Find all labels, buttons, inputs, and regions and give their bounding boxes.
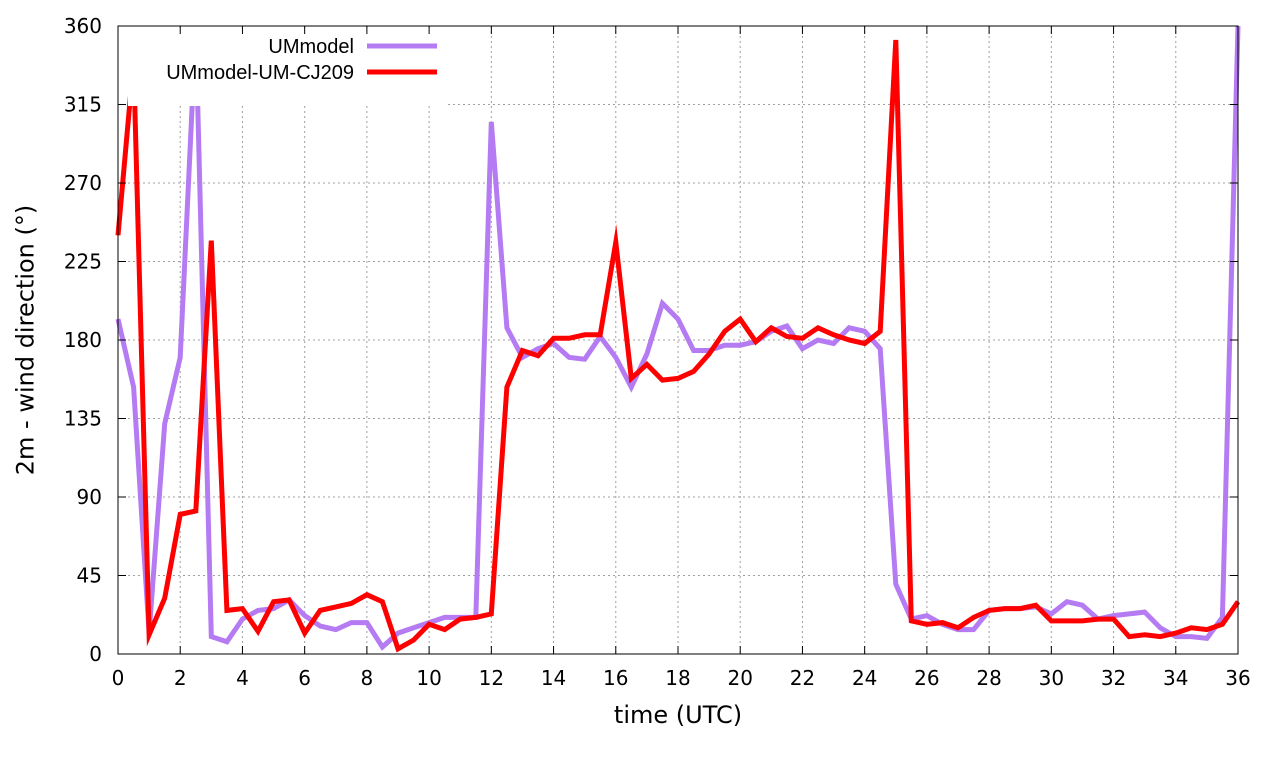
y-tick-label: 225 bbox=[64, 250, 102, 274]
x-tick-label: 34 bbox=[1163, 666, 1188, 690]
x-axis-title: time (UTC) bbox=[614, 701, 742, 729]
legend-label-2: UMmodel-UM-CJ209 bbox=[166, 62, 354, 84]
y-tick-label: 90 bbox=[77, 485, 102, 509]
tick-labels: 0 2 4 6 8 10 12 14 16 18 20 22 24 26 28 30 32 34 360459013… bbox=[64, 14, 1251, 690]
y-tick-label: 135 bbox=[64, 407, 102, 431]
legend: UMmodel UMmodel-UM-CJ209 bbox=[166, 36, 437, 84]
x-tick-label: 30 bbox=[1039, 666, 1064, 690]
grid-lines bbox=[118, 26, 1238, 654]
x-tick-label: 14 bbox=[541, 666, 566, 690]
y-tick-label: 0 bbox=[89, 642, 102, 666]
y-tick-label: 315 bbox=[64, 93, 102, 117]
y-axis-title: 2m - wind direction (°) bbox=[11, 205, 39, 475]
x-tick-label: 18 bbox=[665, 666, 690, 690]
y-tick-label: 360 bbox=[64, 14, 102, 38]
x-tick-label: 12 bbox=[479, 666, 504, 690]
x-tick-label: 24 bbox=[852, 666, 877, 690]
x-tick-label: 6 bbox=[298, 666, 311, 690]
x-tick-label: 20 bbox=[727, 666, 752, 690]
y-tick-label: 45 bbox=[77, 564, 102, 588]
x-tick-label: 16 bbox=[603, 666, 628, 690]
x-tick-label: 10 bbox=[416, 666, 441, 690]
x-tick-label: 36 bbox=[1225, 666, 1250, 690]
y-tick-label: 180 bbox=[64, 328, 102, 352]
x-tick-label: 8 bbox=[361, 666, 374, 690]
y-tick-label: 270 bbox=[64, 171, 102, 195]
legend-label-1: UMmodel bbox=[268, 36, 354, 58]
series-lines bbox=[115, 25, 1241, 653]
series-line-1 bbox=[115, 25, 1241, 651]
x-tick-label: 26 bbox=[914, 666, 939, 690]
legend-background bbox=[128, 28, 448, 106]
x-tick-label: 0 bbox=[112, 666, 125, 690]
x-tick-label: 32 bbox=[1101, 666, 1126, 690]
x-tick-label: 22 bbox=[790, 666, 815, 690]
series-line-2 bbox=[115, 39, 1241, 653]
axis-ticks bbox=[117, 25, 1239, 655]
x-tick-label: 4 bbox=[236, 666, 249, 690]
x-tick-label: 28 bbox=[976, 666, 1001, 690]
x-tick-label: 2 bbox=[174, 666, 187, 690]
